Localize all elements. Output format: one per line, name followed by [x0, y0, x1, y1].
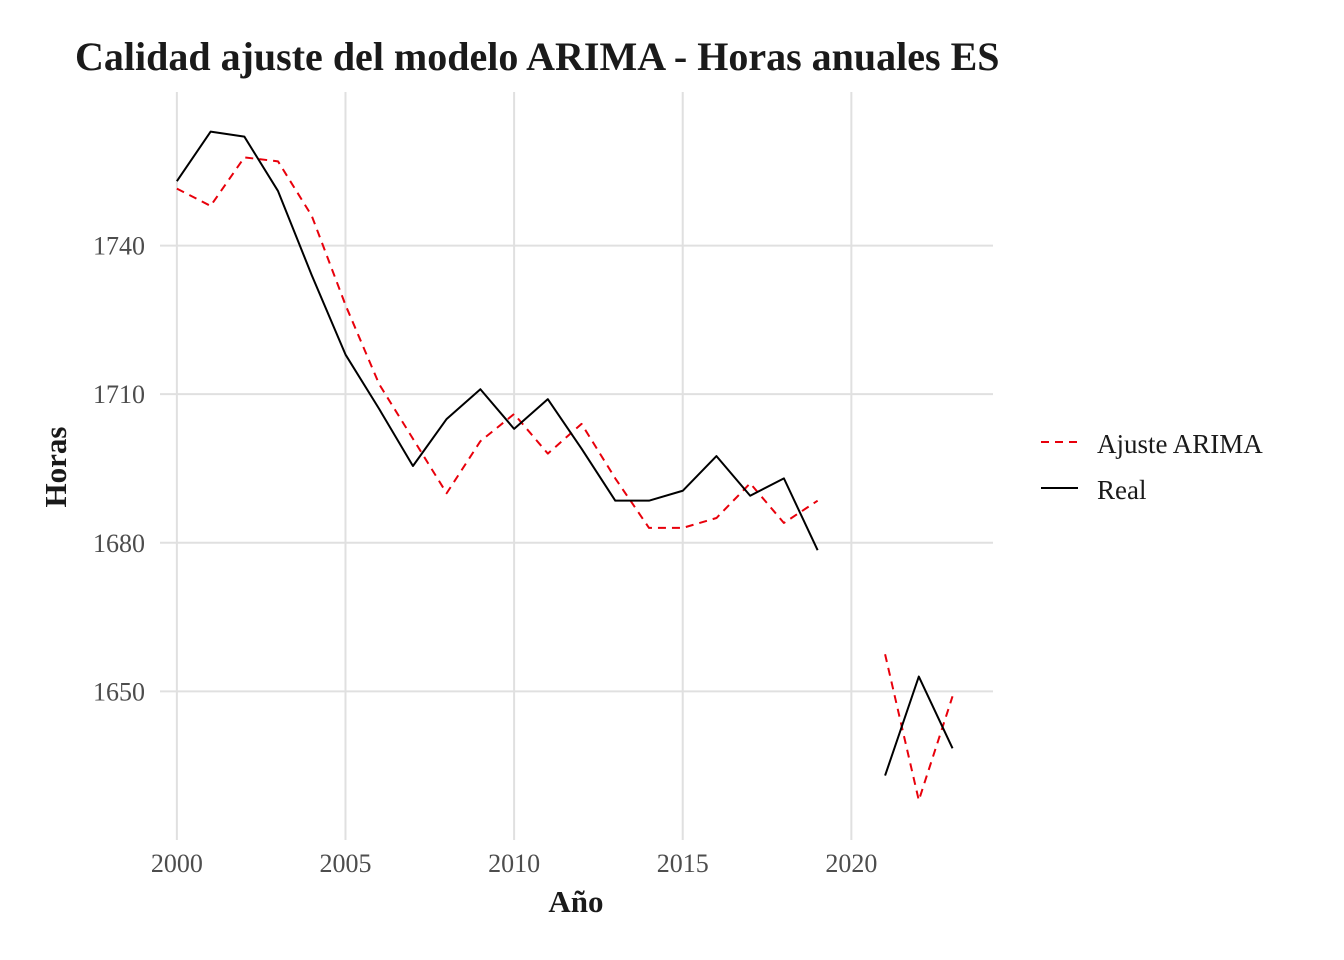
legend-label-real: Real	[1097, 475, 1146, 505]
tick-layer: 2000 2005 2010 2015 2020 1650 1680 1710 1740	[93, 232, 877, 878]
legend: Ajuste ARIMA Real	[1041, 429, 1263, 505]
series-line-real-segment-2	[884, 675, 954, 776]
x-tick-label-2015: 2015	[657, 849, 709, 878]
x-tick-label-2005: 2005	[319, 849, 371, 878]
series-line-ajuste-arima-segment-1	[176, 156, 819, 529]
chart-title: Calidad ajuste del modelo ARIMA - Horas …	[75, 34, 1000, 79]
x-tick-label-2020: 2020	[825, 849, 877, 878]
series-layer	[176, 130, 954, 802]
x-tick-label-2000: 2000	[151, 849, 203, 878]
x-tick-label-2010: 2010	[488, 849, 540, 878]
y-tick-label-1710: 1710	[93, 380, 145, 409]
series-line-ajuste-arima-segment-2	[884, 654, 954, 802]
legend-label-ajuste-arima: Ajuste ARIMA	[1097, 429, 1263, 459]
y-tick-label-1680: 1680	[93, 529, 145, 558]
y-tick-label-1650: 1650	[93, 677, 145, 706]
x-axis-title: Año	[548, 884, 603, 919]
y-tick-label-1740: 1740	[93, 232, 145, 261]
series-line-real-segment-1	[176, 130, 819, 551]
y-axis-title: Horas	[38, 427, 73, 508]
